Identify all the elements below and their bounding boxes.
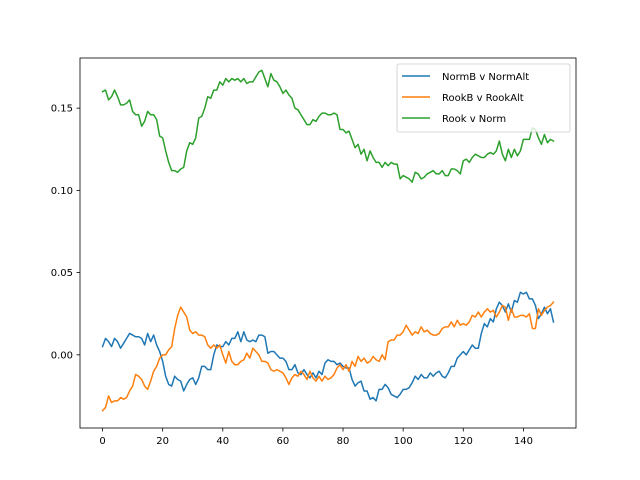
series-layer (101, 69, 555, 412)
legend-box (396, 63, 571, 133)
legend-label-normb-v-normalt: NormB v NormAlt (442, 72, 529, 83)
y-tick-label: 0.15 (51, 104, 73, 115)
y-axis: 0.00 0.05 0.10 0.15 (51, 104, 80, 361)
x-tick-label: 80 (337, 436, 350, 447)
x-tick-label: 0 (99, 436, 105, 447)
y-tick-label: 0.00 (51, 350, 73, 361)
x-tick-label: 100 (394, 436, 413, 447)
legend-label-rookb-v-rookalt: RookB v RookAlt (442, 93, 524, 104)
x-tick-label: 60 (277, 436, 290, 447)
x-tick-label: 140 (514, 436, 533, 447)
series-line-rook-v-norm (101, 69, 555, 183)
axes-frame (79, 57, 577, 429)
series-line-rookb-v-rookalt (101, 301, 555, 412)
x-tick-label: 120 (454, 436, 473, 447)
legend: NormB v NormAlt RookB v RookAlt Rook v N… (396, 63, 571, 133)
axes-layer (79, 57, 577, 429)
x-axis: 0 20 40 60 80 100 120 140 (99, 428, 533, 447)
series-line-normb-v-normalt (101, 291, 555, 402)
y-tick-label: 0.10 (51, 186, 73, 197)
legend-label-rook-v-norm: Rook v Norm (442, 114, 506, 125)
x-tick-label: 20 (156, 436, 169, 447)
y-tick-label: 0.05 (51, 268, 73, 279)
x-tick-label: 40 (216, 436, 229, 447)
